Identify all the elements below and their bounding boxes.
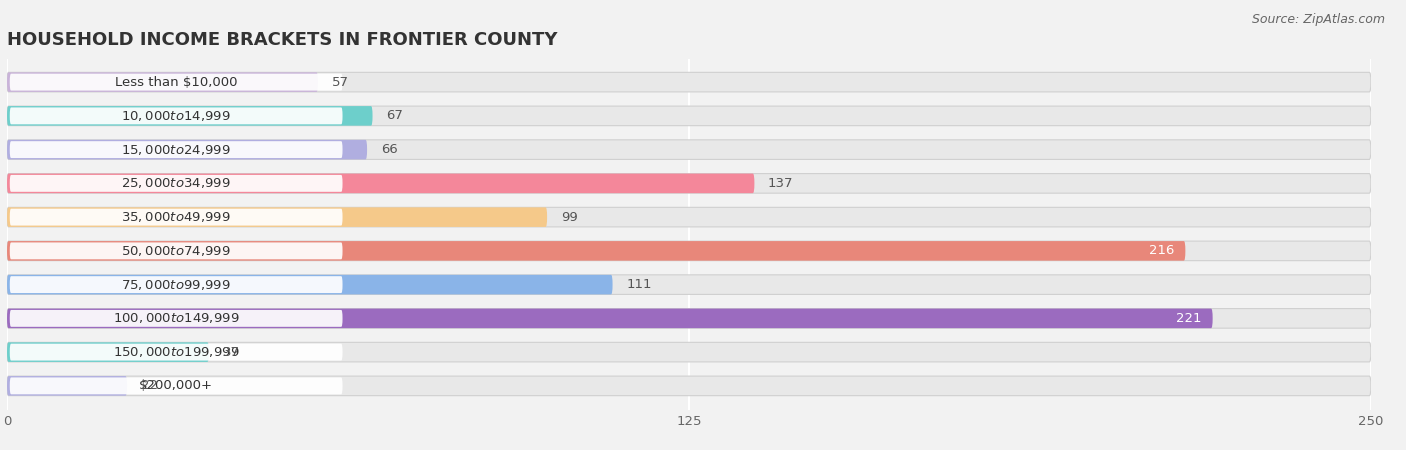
Text: HOUSEHOLD INCOME BRACKETS IN FRONTIER COUNTY: HOUSEHOLD INCOME BRACKETS IN FRONTIER CO… [7,31,558,49]
Text: $150,000 to $199,999: $150,000 to $199,999 [112,345,239,359]
Text: 67: 67 [387,109,404,122]
Text: $25,000 to $34,999: $25,000 to $34,999 [121,176,231,190]
Text: 137: 137 [768,177,793,190]
Text: $100,000 to $149,999: $100,000 to $149,999 [112,311,239,325]
Text: $15,000 to $24,999: $15,000 to $24,999 [121,143,231,157]
FancyBboxPatch shape [7,140,1371,159]
Text: 57: 57 [332,76,349,89]
FancyBboxPatch shape [7,309,1371,328]
Text: $35,000 to $49,999: $35,000 to $49,999 [121,210,231,224]
FancyBboxPatch shape [10,378,343,394]
FancyBboxPatch shape [7,207,1371,227]
FancyBboxPatch shape [7,309,1212,328]
FancyBboxPatch shape [7,72,318,92]
Text: 22: 22 [141,379,157,392]
FancyBboxPatch shape [7,72,1371,92]
FancyBboxPatch shape [7,207,547,227]
Text: 66: 66 [381,143,398,156]
FancyBboxPatch shape [7,241,1185,261]
FancyBboxPatch shape [10,243,343,259]
Text: Less than $10,000: Less than $10,000 [115,76,238,89]
FancyBboxPatch shape [7,342,1371,362]
FancyBboxPatch shape [7,275,613,294]
Text: $75,000 to $99,999: $75,000 to $99,999 [121,278,231,292]
FancyBboxPatch shape [7,140,367,159]
FancyBboxPatch shape [7,174,755,193]
FancyBboxPatch shape [7,342,209,362]
Text: 216: 216 [1149,244,1174,257]
FancyBboxPatch shape [10,209,343,225]
Text: $200,000+: $200,000+ [139,379,214,392]
FancyBboxPatch shape [7,376,127,396]
FancyBboxPatch shape [10,310,343,327]
Text: $10,000 to $14,999: $10,000 to $14,999 [121,109,231,123]
Text: Source: ZipAtlas.com: Source: ZipAtlas.com [1251,14,1385,27]
Text: $50,000 to $74,999: $50,000 to $74,999 [121,244,231,258]
FancyBboxPatch shape [10,175,343,192]
FancyBboxPatch shape [7,241,1371,261]
FancyBboxPatch shape [10,74,343,90]
FancyBboxPatch shape [10,108,343,124]
Text: 99: 99 [561,211,578,224]
FancyBboxPatch shape [10,141,343,158]
FancyBboxPatch shape [10,344,343,360]
FancyBboxPatch shape [7,376,1371,396]
FancyBboxPatch shape [7,106,1371,126]
Text: 37: 37 [222,346,239,359]
FancyBboxPatch shape [7,174,1371,193]
FancyBboxPatch shape [7,275,1371,294]
FancyBboxPatch shape [10,276,343,293]
Text: 221: 221 [1177,312,1202,325]
Text: 111: 111 [626,278,652,291]
FancyBboxPatch shape [7,106,373,126]
